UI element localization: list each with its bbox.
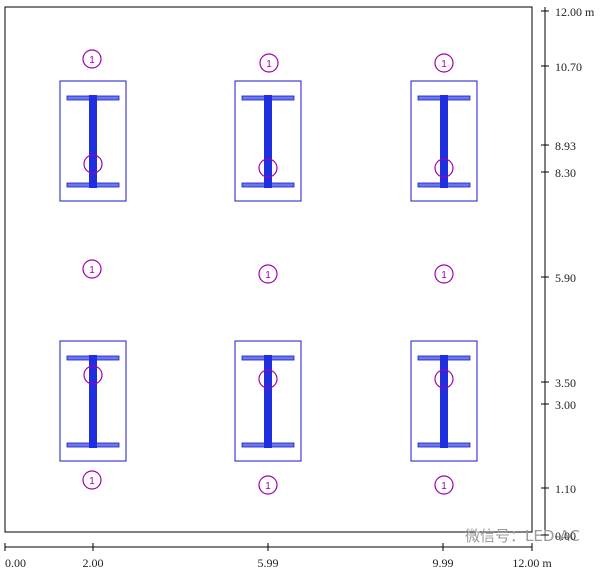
axis-label: 3.50 xyxy=(555,376,576,390)
luminaire-body xyxy=(264,355,272,448)
axis-label: 8.30 xyxy=(555,166,576,180)
luminaire-box xyxy=(410,340,478,462)
luminaire-box xyxy=(234,340,302,462)
luminaire-box xyxy=(410,80,478,202)
luminaire-body xyxy=(440,355,448,448)
room-outline xyxy=(4,6,533,533)
marker-circle xyxy=(434,475,454,495)
marker-label: 1 xyxy=(89,265,95,276)
aim-circle xyxy=(434,369,454,389)
axis-label: 2.00 xyxy=(83,556,104,570)
axis-label: 0.00 xyxy=(555,529,576,543)
luminaire-body xyxy=(440,95,448,188)
marker-circle xyxy=(82,470,102,490)
axis-label: 12.00 m xyxy=(555,5,595,19)
luminaire-body xyxy=(264,95,272,188)
marker-circle xyxy=(82,49,102,69)
luminaire-box xyxy=(234,80,302,202)
marker-label: 1 xyxy=(266,59,272,70)
axis-label: 5.90 xyxy=(555,271,576,285)
aim-circle xyxy=(258,369,278,389)
marker-label: 1 xyxy=(89,55,95,66)
marker-label: 1 xyxy=(441,59,447,70)
axis-label: 9.99 xyxy=(433,556,454,570)
marker-circle xyxy=(258,264,278,284)
luminaire-body xyxy=(89,355,97,448)
aim-circle xyxy=(83,365,103,385)
axis-label: 8.93 xyxy=(555,139,576,153)
marker-label: 1 xyxy=(265,481,271,492)
axis-label: 10.70 xyxy=(555,60,582,74)
luminaire-body xyxy=(89,95,97,188)
axis-label: 1.10 xyxy=(555,482,576,496)
marker-label: 1 xyxy=(441,481,447,492)
marker-label: 1 xyxy=(441,270,447,281)
marker-circle xyxy=(434,53,454,73)
watermark: 微信号：LED-AC xyxy=(465,527,580,545)
marker-label: 1 xyxy=(89,476,95,487)
marker-circle xyxy=(434,264,454,284)
aim-circle xyxy=(434,158,454,178)
axis-label: 0.00 xyxy=(5,556,26,570)
aim-circle xyxy=(83,154,103,174)
marker-circle xyxy=(259,53,279,73)
axis-label: 12.00 m xyxy=(512,556,552,570)
marker-label: 1 xyxy=(265,270,271,281)
aim-circle xyxy=(258,158,278,178)
axis-label: 5.99 xyxy=(258,556,279,570)
axis-label: 3.00 xyxy=(555,398,576,412)
marker-circle xyxy=(258,475,278,495)
luminaire-box xyxy=(59,340,127,462)
luminaire-box xyxy=(59,80,127,202)
marker-circle xyxy=(82,259,102,279)
